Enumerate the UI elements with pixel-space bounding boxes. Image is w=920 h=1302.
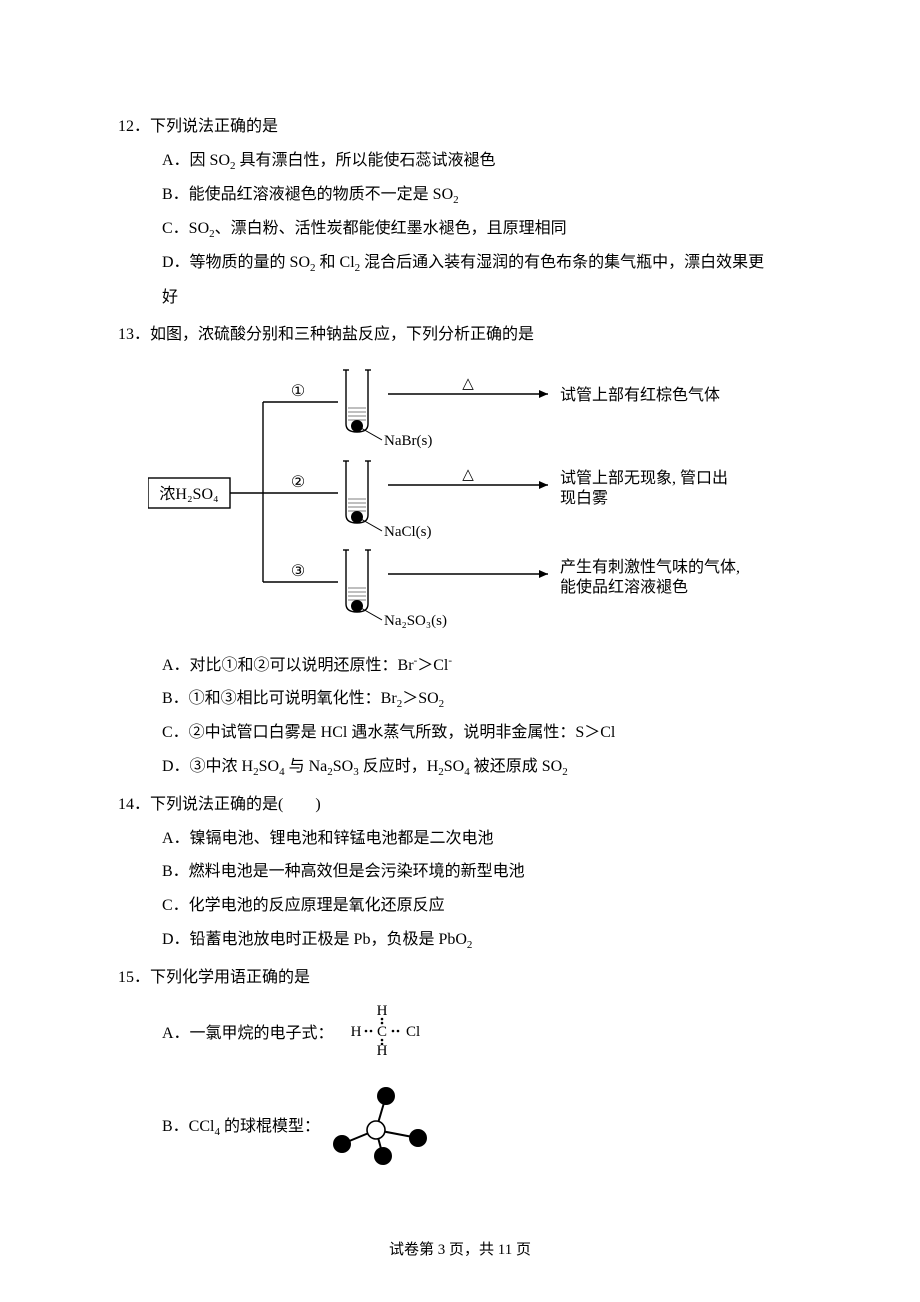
q13-option-C: C．②中试管口白雾是 HCl 遇水蒸气所致，说明非金属性：S＞Cl [118, 716, 805, 750]
svg-text:△: △ [462, 376, 474, 392]
q15-stem-text: 下列化学用语正确的是 [150, 969, 310, 986]
q12-option-B: B．能使品红溶液褪色的物质不一定是 SO2 [118, 178, 805, 212]
q15-number: 15． [118, 969, 150, 986]
q13-D-p7: 被还原成 SO [470, 758, 562, 775]
edot-H-left: H [350, 1024, 361, 1040]
q14-option-C: C．化学电池的反应原理是氧化还原反应 [118, 889, 805, 923]
edot-H-top: H [376, 1003, 387, 1019]
question-15: 15．下列化学用语正确的是 A．一氯甲烷的电子式： H H C Cl H [118, 961, 805, 1171]
q15-B-suffix: 的球棍模型： [220, 1118, 320, 1135]
svg-text:NaBr(s): NaBr(s) [384, 433, 432, 449]
q15-option-A: A．一氯甲烷的电子式： H H C Cl H [118, 995, 805, 1072]
q14-stem-text: 下列说法正确的是( ) [150, 796, 321, 813]
q13-option-A: A．对比①和②可以说明还原性：Br-＞Cl- [118, 649, 805, 683]
q12-D-prefix: D．等物质的量的 SO [162, 254, 310, 271]
q12-A-prefix: A．因 SO [162, 152, 230, 169]
q12-option-D-line2: 好 [118, 281, 805, 315]
footer-mid: 页，共 [445, 1242, 498, 1258]
edot-H-bot: H [376, 1043, 387, 1059]
q12-option-D: D．等物质的量的 SO2 和 Cl2 混合后通入装有湿润的有色布条的集气瓶中，漂… [118, 246, 805, 280]
q12-stem-text: 下列说法正确的是 [150, 118, 278, 135]
q13-D-p6: SO [444, 758, 464, 775]
edot-Cl: Cl [406, 1024, 420, 1040]
svg-text:试管上部无现象, 管口出: 试管上部无现象, 管口出 [560, 469, 728, 487]
q12-A-suffix: 具有漂白性，所以能使石蕊试液褪色 [236, 152, 496, 169]
q14-D-prefix: D．铅蓄电池放电时正极是 Pb，负极是 PbO [162, 931, 467, 948]
svg-text:浓H₂SO₄: 浓H₂SO₄ [159, 485, 219, 503]
svg-text:③: ③ [291, 563, 305, 580]
reaction-diagram-svg: 浓H₂SO₄ ① NaBr(s) △ 试管上部有红棕色气体 ② NaCl(s) △ 试管上部无现… [148, 360, 788, 630]
q15-option-B: B．CCl4 的球棍模型： [118, 1072, 805, 1171]
q13-option-D: D．③中浓 H2SO4 与 Na2SO3 反应时，H2SO4 被还原成 SO2 [118, 750, 805, 784]
svg-text:试管上部有红棕色气体: 试管上部有红棕色气体 [560, 386, 720, 404]
footer-suffix: 页 [512, 1242, 531, 1258]
svg-text:②: ② [291, 474, 305, 491]
q13-A-prefix: A．对比①和②可以说明还原性：Br [162, 657, 414, 674]
q13-D-s7: 2 [562, 766, 568, 778]
svg-text:△: △ [462, 467, 474, 483]
q15-B-label: B．CCl4 的球棍模型： [162, 1117, 320, 1139]
q14-option-B: B．燃料电池是一种高效但是会污染环境的新型电池 [118, 855, 805, 889]
q12-B-prefix: B．能使品红溶液褪色的物质不一定是 SO [162, 186, 453, 203]
page-footer: 试卷第 3 页，共 11 页 [0, 1235, 920, 1267]
q14-option-D: D．铅蓄电池放电时正极是 Pb，负极是 PbO2 [118, 923, 805, 957]
q12-option-C: C．SO2、漂白粉、活性炭都能使红墨水褪色，且原理相同 [118, 212, 805, 246]
question-12: 12．下列说法正确的是 A．因 SO2 具有漂白性，所以能使石蕊试液褪色 B．能… [118, 110, 805, 314]
svg-text:产生有刺激性气味的气体,: 产生有刺激性气味的气体, [560, 558, 740, 576]
q12-number: 12． [118, 118, 150, 135]
footer-prefix: 试卷第 [389, 1242, 438, 1258]
footer-total: 11 [498, 1242, 512, 1258]
svg-text:①: ① [291, 383, 305, 400]
svg-text:现白雾: 现白雾 [560, 489, 608, 507]
q13-D-p2: SO [259, 758, 279, 775]
q13-A-sup2: - [448, 654, 452, 666]
q14-number: 14． [118, 796, 150, 813]
q13-B-mid: ＞SO [402, 690, 438, 707]
q13-option-B: B．①和③相比可说明氧化性：Br2＞SO2 [118, 682, 805, 716]
q14-stem: 14．下列说法正确的是( ) [118, 788, 805, 822]
q13-B-prefix: B．①和③相比可说明氧化性：Br [162, 690, 397, 707]
q13-diagram: 浓H₂SO₄ ① NaBr(s) △ 试管上部有红棕色气体 ② NaCl(s) △ 试管上部无现… [118, 360, 805, 643]
q13-D-p3: 与 Na [285, 758, 328, 775]
q13-D-p5: 反应时，H [359, 758, 439, 775]
svg-text:NaCl(s): NaCl(s) [384, 524, 432, 540]
q12-option-A: A．因 SO2 具有漂白性，所以能使石蕊试液褪色 [118, 144, 805, 178]
q12-C-prefix: C．SO [162, 220, 209, 237]
q15-A-label: A．一氯甲烷的电子式： [162, 1024, 334, 1043]
exam-page: 12．下列说法正确的是 A．因 SO2 具有漂白性，所以能使石蕊试液褪色 B．能… [0, 0, 920, 1302]
q15-B-prefix: B．CCl [162, 1118, 214, 1135]
edot-C: C [377, 1024, 387, 1040]
q12-B-sub: 2 [453, 194, 459, 206]
q13-number: 13． [118, 326, 150, 343]
q12-D-suffix: 混合后通入装有湿润的有色布条的集气瓶中，漂白效果更 [360, 254, 764, 271]
q13-A-mid: ＞Cl [417, 657, 448, 674]
q14-D-sub: 2 [467, 939, 473, 951]
q12-C-mid: 、漂白粉、活性炭都能使红墨水褪色，且原理相同 [215, 220, 567, 237]
q15-stem: 15．下列化学用语正确的是 [118, 961, 805, 995]
q13-D-p1: D．③中浓 H [162, 758, 253, 775]
electron-dot-formula: H H C Cl H [342, 1003, 422, 1064]
q12-D-mid: 和 Cl [316, 254, 355, 271]
question-13: 13．如图，浓硫酸分别和三种钠盐反应，下列分析正确的是 浓H₂SO₄ ① NaBr(… [118, 318, 805, 784]
q13-D-p4: SO [333, 758, 353, 775]
question-14: 14．下列说法正确的是( ) A．镍镉电池、锂电池和锌锰电池都是二次电池 B．燃… [118, 788, 805, 957]
svg-text:Na₂SO₃(s): Na₂SO₃(s) [384, 613, 447, 629]
q13-B-sub2: 2 [439, 698, 445, 710]
q13-stem: 13．如图，浓硫酸分别和三种钠盐反应，下列分析正确的是 [118, 318, 805, 352]
ball-stick-model [328, 1086, 428, 1171]
q12-stem: 12．下列说法正确的是 [118, 110, 805, 144]
svg-text:能使品红溶液褪色: 能使品红溶液褪色 [560, 578, 688, 596]
q13-stem-text: 如图，浓硫酸分别和三种钠盐反应，下列分析正确的是 [150, 326, 534, 343]
q14-option-A: A．镍镉电池、锂电池和锌锰电池都是二次电池 [118, 822, 805, 856]
